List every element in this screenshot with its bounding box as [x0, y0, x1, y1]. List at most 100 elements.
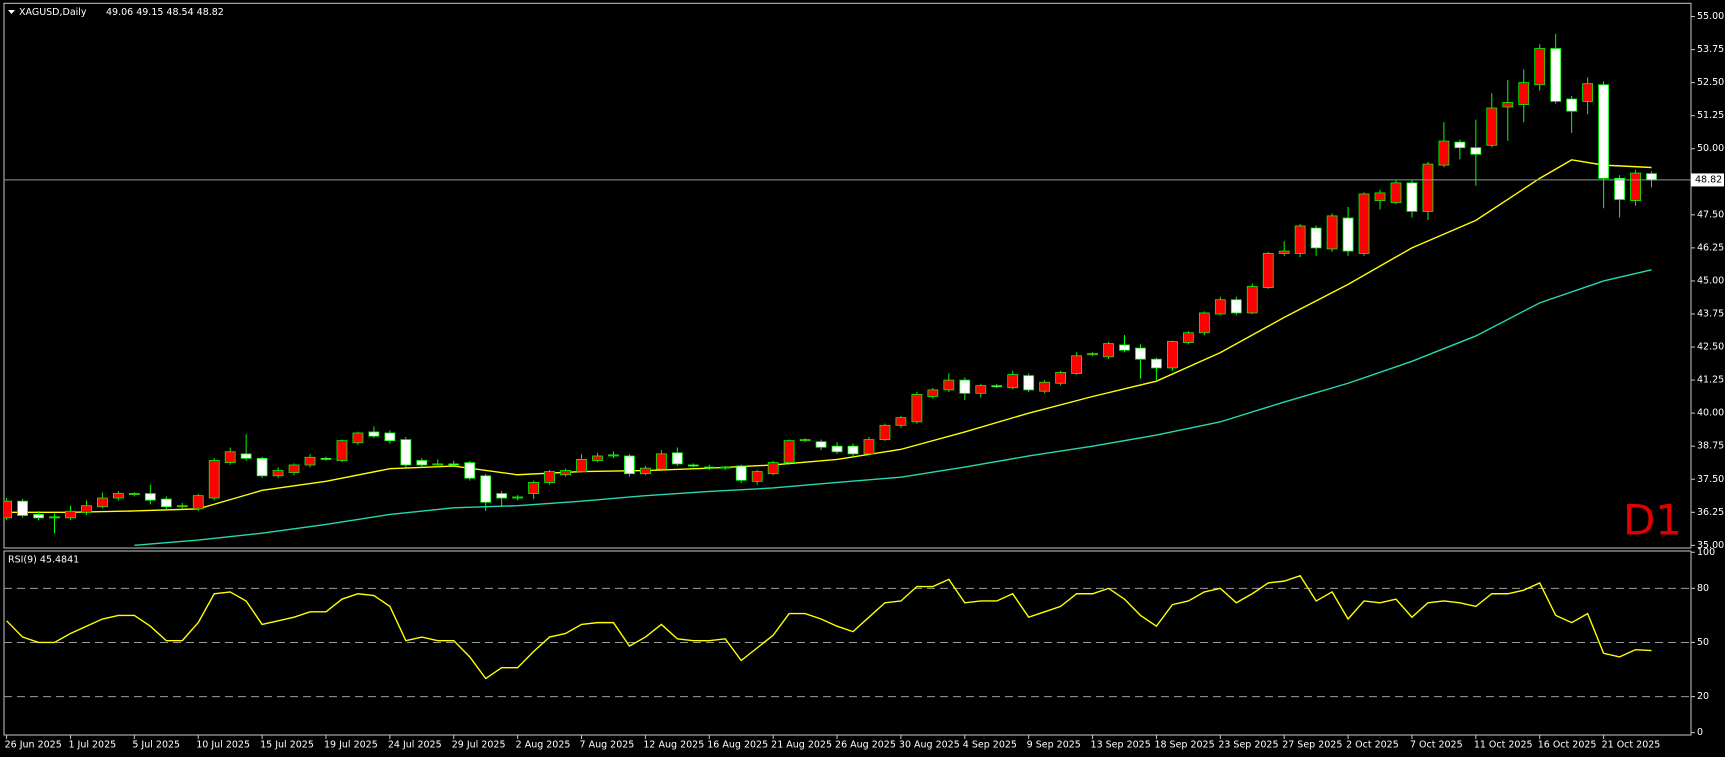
- y-tick-label: 50.00: [1697, 143, 1724, 154]
- y-tick-label: 40.00: [1697, 408, 1724, 419]
- candle-body: [1103, 343, 1114, 358]
- chart-title: XAGUSD,Daily: [19, 7, 87, 18]
- y-tick-label: 55.00: [1697, 11, 1724, 22]
- candle-body: [719, 466, 731, 469]
- candle-body: [160, 498, 172, 508]
- y-tick-label: 46.25: [1697, 242, 1724, 253]
- candle-body: [112, 493, 124, 499]
- rsi-line: [6, 574, 1652, 680]
- x-tick-label: 10 Jul 2025: [196, 740, 250, 751]
- candle-body: [320, 457, 332, 460]
- x-tick-label: 26 Jun 2025: [5, 740, 62, 751]
- candle-body: [1262, 253, 1274, 288]
- candle-body: [767, 462, 779, 475]
- candle-body: [1374, 192, 1386, 201]
- candle-body: [1246, 286, 1258, 314]
- candle-body: [1390, 182, 1402, 204]
- x-tick-label: 27 Sep 2025: [1282, 740, 1342, 751]
- y-tick-label: 100: [1697, 547, 1715, 558]
- x-tick-label: 18 Sep 2025: [1154, 740, 1214, 751]
- x-tick-label: 15 Jul 2025: [260, 740, 314, 751]
- candle-body: [432, 463, 444, 466]
- candle-body: [528, 482, 540, 494]
- candle-body: [1230, 299, 1242, 314]
- candle-body: [49, 516, 60, 519]
- candle-body: [1310, 227, 1322, 249]
- candle-body: [879, 424, 891, 440]
- candle-body: [576, 459, 587, 472]
- y-tick-label: 35.00: [1697, 540, 1724, 551]
- candle-body: [1582, 83, 1594, 102]
- candle-body: [1294, 225, 1306, 254]
- candle-body: [17, 500, 28, 516]
- y-tick-label: 0: [1697, 727, 1703, 738]
- y-tick-label: 37.50: [1697, 474, 1724, 485]
- candle-body: [1406, 182, 1418, 212]
- candle-body: [480, 475, 492, 503]
- candle-body: [1182, 332, 1194, 343]
- candle-body: [703, 466, 715, 469]
- price-label: 48.82: [1695, 174, 1722, 185]
- candle-body: [751, 471, 763, 482]
- candle-body: [1646, 173, 1657, 181]
- candle-body: [608, 454, 619, 457]
- candle-body: [1630, 172, 1641, 201]
- candle-body: [975, 385, 987, 394]
- x-tick-label: 7 Oct 2025: [1410, 740, 1463, 751]
- x-tick-label: 16 Oct 2025: [1538, 740, 1597, 751]
- candle-body: [144, 493, 156, 501]
- candle-body: [1071, 355, 1082, 374]
- y-tick-label: 42.50: [1697, 342, 1724, 353]
- candle-body: [192, 495, 204, 510]
- x-tick-label: 29 Jul 2025: [452, 740, 506, 751]
- candle-body: [1039, 381, 1051, 392]
- price-label-box: [1691, 173, 1724, 187]
- candle-body: [927, 389, 939, 397]
- candle-body: [464, 462, 476, 479]
- candle-body: [1502, 102, 1514, 108]
- candle-body: [943, 379, 955, 391]
- candle-body: [1151, 358, 1162, 369]
- menu-triangle[interactable]: [8, 10, 15, 14]
- candle-body: [336, 440, 348, 461]
- candle-body: [783, 440, 795, 463]
- candle-body: [911, 393, 923, 423]
- candle-body: [671, 452, 683, 465]
- x-tick-label: 23 Sep 2025: [1218, 740, 1278, 751]
- candle-body: [496, 493, 508, 499]
- candle-body: [1342, 217, 1354, 252]
- candle-body: [176, 505, 188, 508]
- timeframe-watermark: D1: [1623, 496, 1682, 545]
- x-tick-label: 12 Aug 2025: [643, 740, 704, 751]
- y-tick-label: 38.75: [1697, 441, 1724, 452]
- axes: 35.00 36.25 37.50 38.75 40.00 41.25 42.50 43.75…: [5, 11, 1725, 750]
- y-tick-label: 41.25: [1697, 375, 1724, 386]
- candle-body: [1438, 140, 1450, 166]
- candle-body: [1550, 48, 1562, 102]
- x-tick-label: 9 Sep 2025: [1027, 740, 1081, 751]
- candle-body: [512, 496, 524, 499]
- candle-body: [1167, 341, 1178, 369]
- candle-body: [831, 445, 843, 453]
- y-tick-label: 51.25: [1697, 110, 1724, 121]
- candle-body: [1518, 82, 1530, 105]
- candle-body: [288, 464, 300, 474]
- candle-body: [384, 432, 396, 442]
- rsi-title: RSI(9) 45.4841: [8, 555, 79, 566]
- y-tick-label: 53.75: [1697, 44, 1724, 55]
- candle-body: [1087, 353, 1098, 356]
- candle-body: [1486, 107, 1498, 146]
- candle-body: [544, 471, 555, 483]
- candle-body: [1326, 215, 1338, 250]
- x-tick-label: 19 Jul 2025: [324, 740, 378, 751]
- candle-body: [847, 445, 859, 455]
- candle-body: [128, 493, 140, 495]
- rsi-plot: [4, 574, 1691, 698]
- main-plot: [4, 33, 1691, 547]
- candle-body: [1198, 312, 1210, 334]
- candle-body: [272, 470, 284, 477]
- x-tick-label: 2 Aug 2025: [516, 740, 571, 751]
- candle-body: [4, 500, 12, 519]
